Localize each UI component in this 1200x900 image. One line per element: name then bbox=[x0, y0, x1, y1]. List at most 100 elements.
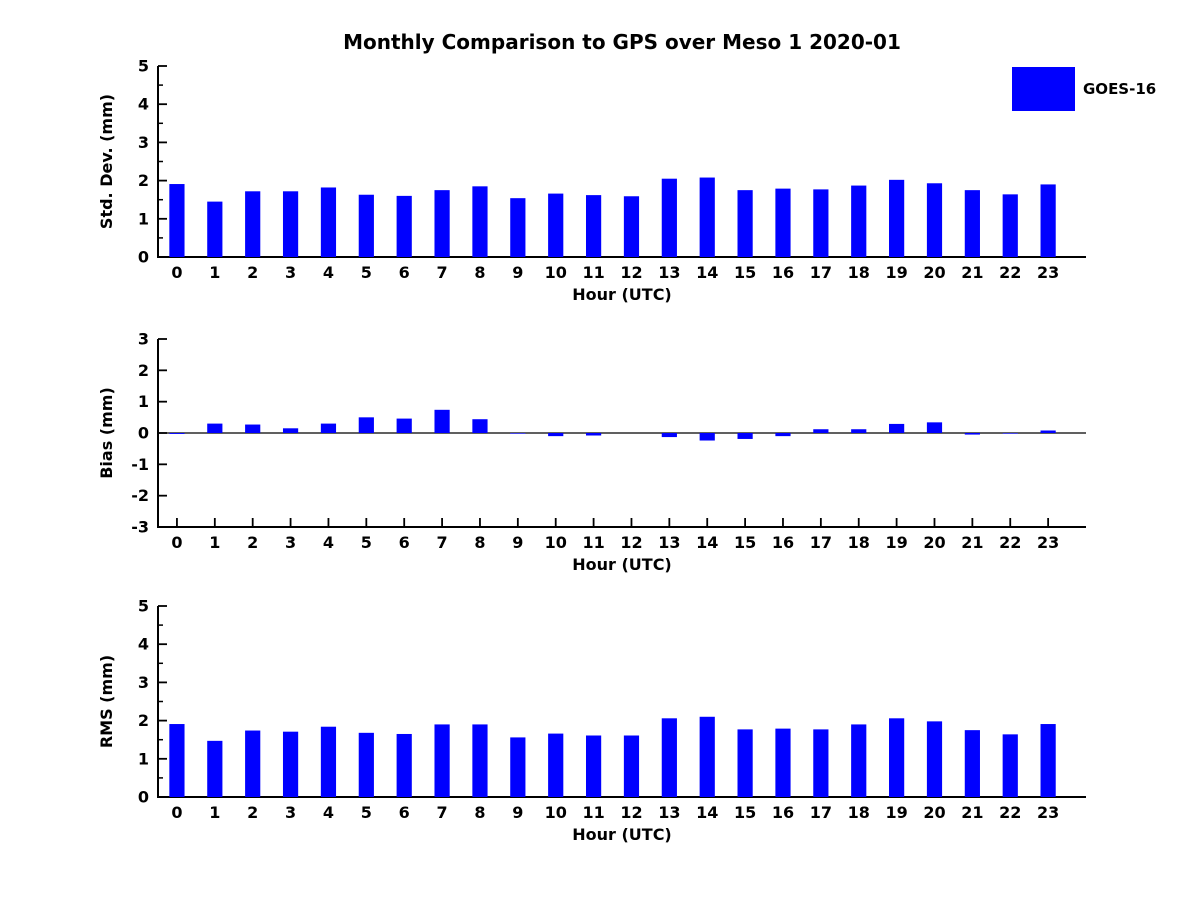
bar-hour-10 bbox=[548, 193, 564, 257]
x-tick-label: 22 bbox=[999, 533, 1021, 552]
x-tick-label: 14 bbox=[696, 803, 718, 822]
x-tick-label: 16 bbox=[772, 533, 794, 552]
x-tick-label: 6 bbox=[399, 803, 410, 822]
x-tick-label: 3 bbox=[285, 803, 296, 822]
bar-hour-14 bbox=[699, 177, 715, 257]
bar-hour-15 bbox=[737, 433, 753, 439]
x-tick-label: 22 bbox=[999, 263, 1021, 282]
y-tick-label: 1 bbox=[138, 209, 149, 228]
x-tick-label: 23 bbox=[1037, 533, 1059, 552]
bar-hour-20 bbox=[926, 183, 943, 257]
x-tick-label: 8 bbox=[474, 263, 485, 282]
bar-hour-18 bbox=[851, 724, 867, 797]
y-tick-label: 3 bbox=[138, 673, 149, 692]
y-tick-label: 2 bbox=[138, 711, 149, 730]
bar-hour-20 bbox=[926, 721, 943, 797]
x-tick-label: 5 bbox=[361, 803, 372, 822]
bar-hour-15 bbox=[737, 190, 753, 257]
x-tick-label: 17 bbox=[810, 533, 832, 552]
bar-hour-13 bbox=[661, 433, 677, 438]
x-tick-label: 7 bbox=[437, 533, 448, 552]
bar-hour-14 bbox=[699, 433, 715, 441]
bar-hour-8 bbox=[472, 419, 488, 433]
x-tick-label: 0 bbox=[171, 803, 182, 822]
bar-hour-5 bbox=[358, 417, 374, 433]
x-tick-label: 12 bbox=[620, 263, 642, 282]
x-tick-label: 21 bbox=[961, 803, 983, 822]
x-tick-label: 17 bbox=[810, 803, 832, 822]
x-tick-label: 1 bbox=[209, 803, 220, 822]
bar-hour-9 bbox=[510, 198, 526, 257]
bar-hour-4 bbox=[320, 187, 337, 257]
bar-hour-16 bbox=[775, 188, 791, 257]
x-tick-label: 1 bbox=[209, 263, 220, 282]
x-tick-label: 8 bbox=[474, 803, 485, 822]
x-tick-label: 15 bbox=[734, 533, 756, 552]
bar-hour-0 bbox=[169, 433, 185, 434]
bar-hour-6 bbox=[396, 195, 412, 257]
x-tick-label: 18 bbox=[848, 263, 870, 282]
y-tick-label: 0 bbox=[138, 248, 149, 267]
x-tick-label: 2 bbox=[247, 263, 258, 282]
x-tick-label: 13 bbox=[658, 263, 680, 282]
x-tick-label: 2 bbox=[247, 803, 258, 822]
bar-hour-19 bbox=[889, 423, 905, 433]
x-axis-label: Hour (UTC) bbox=[572, 285, 672, 304]
x-tick-label: 6 bbox=[399, 533, 410, 552]
x-tick-label: 2 bbox=[247, 533, 258, 552]
x-tick-label: 10 bbox=[545, 533, 567, 552]
y-tick-label: 3 bbox=[138, 330, 149, 349]
y-tick-label: 3 bbox=[138, 133, 149, 152]
bar-hour-21 bbox=[964, 730, 980, 797]
bar-hour-18 bbox=[851, 429, 867, 433]
x-tick-label: 4 bbox=[323, 263, 334, 282]
y-axis-label: Std. Dev. (mm) bbox=[97, 94, 116, 229]
y-tick-label: 0 bbox=[138, 424, 149, 443]
x-tick-label: 11 bbox=[582, 533, 604, 552]
bar-hour-10 bbox=[548, 433, 564, 437]
x-tick-label: 0 bbox=[171, 533, 182, 552]
bar-hour-7 bbox=[434, 724, 450, 797]
bar-hour-22 bbox=[1002, 194, 1018, 257]
bar-hour-19 bbox=[889, 179, 905, 257]
bar-hour-3 bbox=[282, 191, 299, 257]
bar-hour-7 bbox=[434, 409, 450, 433]
bar-hour-4 bbox=[320, 423, 337, 433]
bar-hour-15 bbox=[737, 729, 753, 797]
y-tick-label: 5 bbox=[138, 57, 149, 76]
x-tick-label: 22 bbox=[999, 803, 1021, 822]
x-tick-label: 21 bbox=[961, 533, 983, 552]
y-tick-label: 0 bbox=[138, 788, 149, 807]
x-tick-label: 6 bbox=[399, 263, 410, 282]
x-tick-label: 7 bbox=[437, 263, 448, 282]
y-axis-label: RMS (mm) bbox=[97, 655, 116, 748]
x-tick-label: 19 bbox=[885, 533, 907, 552]
legend-label: GOES-16 bbox=[1083, 80, 1157, 98]
x-tick-label: 18 bbox=[848, 803, 870, 822]
x-tick-label: 3 bbox=[285, 263, 296, 282]
x-tick-label: 9 bbox=[512, 533, 523, 552]
y-tick-label: 4 bbox=[138, 95, 149, 114]
bar-hour-1 bbox=[207, 201, 223, 257]
x-tick-label: 5 bbox=[361, 533, 372, 552]
x-tick-label: 5 bbox=[361, 263, 372, 282]
bar-hour-23 bbox=[1040, 724, 1056, 797]
bar-hour-11 bbox=[585, 433, 602, 436]
x-tick-label: 10 bbox=[545, 803, 567, 822]
bar-hour-22 bbox=[1002, 734, 1018, 797]
bar-hour-1 bbox=[207, 740, 223, 797]
y-tick-label: -3 bbox=[131, 518, 149, 537]
bar-hour-7 bbox=[434, 190, 450, 257]
bar-hour-21 bbox=[964, 190, 980, 257]
bar-hour-17 bbox=[813, 429, 829, 433]
bar-hour-17 bbox=[813, 189, 829, 257]
x-tick-label: 20 bbox=[923, 263, 945, 282]
bar-hour-12 bbox=[623, 196, 640, 257]
x-tick-label: 18 bbox=[848, 533, 870, 552]
x-tick-label: 20 bbox=[923, 803, 945, 822]
bar-hour-2 bbox=[245, 191, 261, 257]
bar-hour-12 bbox=[623, 735, 640, 797]
x-tick-label: 15 bbox=[734, 263, 756, 282]
